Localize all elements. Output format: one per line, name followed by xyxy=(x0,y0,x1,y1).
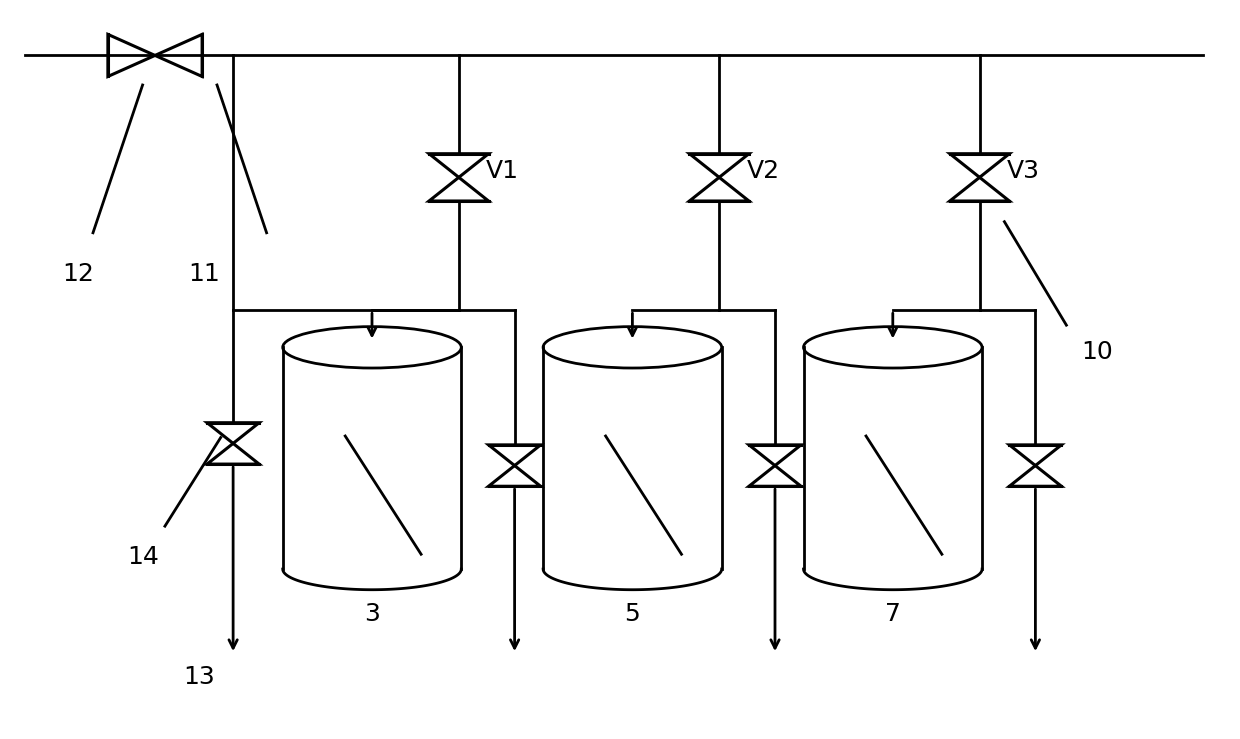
Text: 12: 12 xyxy=(62,262,94,286)
Text: 13: 13 xyxy=(182,665,215,689)
Text: V2: V2 xyxy=(746,160,780,183)
Text: 10: 10 xyxy=(1081,340,1114,364)
Text: 3: 3 xyxy=(365,602,379,626)
Text: V1: V1 xyxy=(486,160,520,183)
Text: V3: V3 xyxy=(1007,160,1040,183)
Text: 7: 7 xyxy=(885,602,900,626)
Text: 14: 14 xyxy=(126,545,159,568)
Text: 11: 11 xyxy=(188,262,221,286)
Text: 5: 5 xyxy=(625,602,640,626)
